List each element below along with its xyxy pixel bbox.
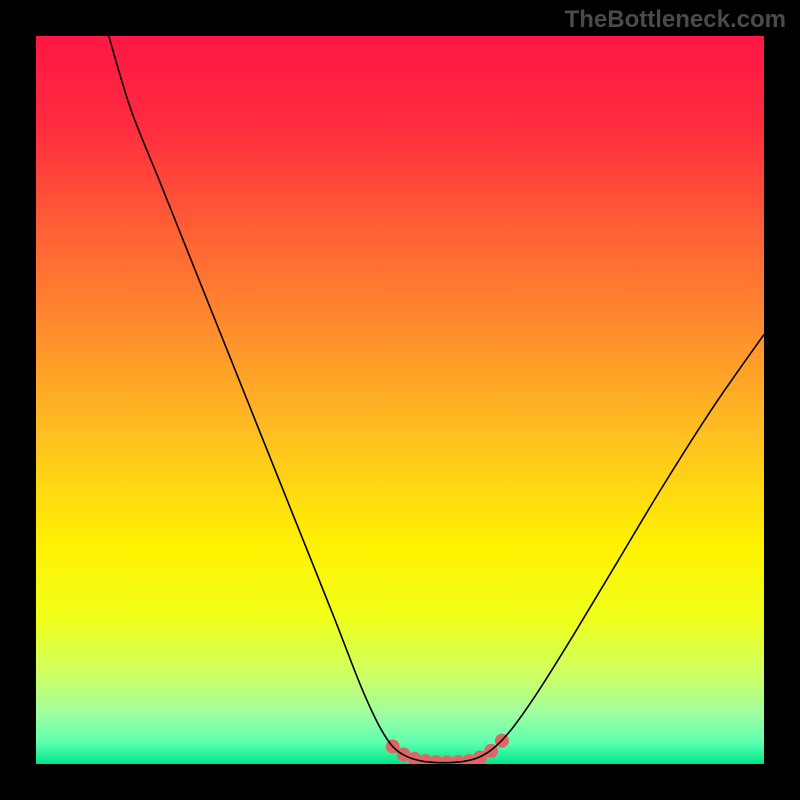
watermark-text: TheBottleneck.com (565, 6, 786, 34)
bottleneck-chart-container: TheBottleneck.com (0, 0, 800, 800)
bottleneck-v-curve-chart (0, 0, 800, 800)
